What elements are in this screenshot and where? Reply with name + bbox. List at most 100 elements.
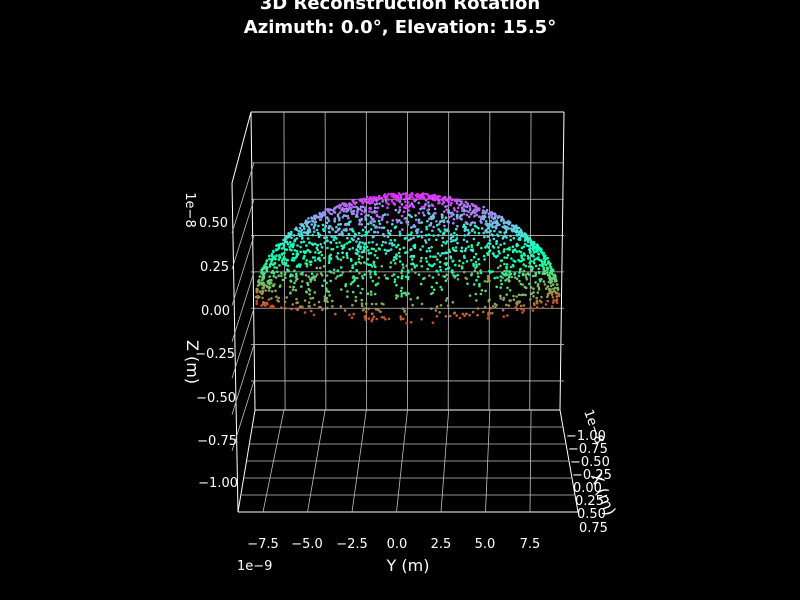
data-point	[411, 303, 415, 307]
data-point	[460, 246, 464, 250]
data-point	[354, 299, 358, 303]
data-point	[437, 202, 440, 205]
data-point	[432, 234, 435, 237]
data-point	[379, 310, 382, 314]
data-point	[458, 216, 462, 220]
left-pane-grid-line	[231, 308, 255, 379]
data-point	[406, 223, 410, 226]
data-point	[315, 228, 319, 232]
data-point	[520, 230, 523, 234]
data-point	[421, 211, 425, 214]
data-point	[357, 257, 361, 261]
data-point	[322, 211, 325, 214]
data-point	[295, 252, 299, 256]
data-point	[456, 241, 459, 245]
x-tick-label: 0.00	[573, 481, 602, 496]
data-point	[479, 292, 483, 296]
data-point	[377, 276, 381, 280]
data-point	[299, 245, 302, 249]
data-point	[285, 235, 288, 238]
data-point	[392, 201, 395, 205]
data-point	[387, 203, 390, 206]
data-point	[372, 235, 375, 238]
data-point	[256, 288, 259, 291]
data-point	[309, 297, 313, 300]
data-point	[432, 212, 436, 215]
data-point	[328, 294, 331, 297]
data-point	[537, 270, 541, 274]
data-point	[291, 252, 295, 256]
data-point	[410, 215, 413, 219]
data-point	[480, 221, 483, 224]
data-point	[517, 238, 520, 241]
data-point	[328, 259, 331, 262]
data-point	[331, 227, 334, 230]
data-point	[420, 256, 423, 260]
data-point	[508, 270, 512, 273]
data-point	[421, 205, 424, 209]
data-point	[468, 205, 472, 208]
data-point	[275, 266, 279, 270]
data-point	[332, 271, 336, 275]
data-point	[359, 261, 363, 265]
data-point	[373, 206, 377, 210]
data-point	[522, 304, 526, 307]
data-point	[543, 272, 546, 276]
data-point	[524, 233, 528, 236]
data-point	[369, 270, 372, 274]
data-point	[439, 268, 443, 272]
data-point	[389, 239, 393, 242]
data-point	[550, 305, 554, 308]
data-point	[425, 227, 429, 231]
data-point	[304, 262, 308, 265]
data-point	[435, 305, 439, 308]
data-point	[308, 305, 311, 308]
data-point	[483, 235, 486, 239]
data-point	[412, 198, 416, 201]
data-point	[424, 234, 428, 237]
data-point	[514, 230, 518, 234]
data-point	[428, 274, 431, 277]
data-point	[506, 286, 509, 290]
data-point	[378, 226, 381, 229]
data-point	[358, 199, 362, 202]
data-point	[445, 229, 448, 232]
data-point	[400, 269, 404, 272]
data-point	[300, 233, 304, 237]
data-point	[499, 279, 503, 282]
data-point	[555, 295, 559, 298]
data-point	[319, 306, 323, 309]
data-point	[452, 217, 456, 221]
data-point	[336, 275, 339, 278]
data-point	[475, 213, 478, 217]
data-point	[350, 259, 353, 263]
left-pane-grid-line	[231, 344, 255, 415]
data-point	[431, 264, 435, 268]
data-point	[332, 268, 336, 272]
data-point	[346, 236, 349, 240]
data-point	[354, 276, 357, 280]
data-point	[544, 303, 548, 306]
data-point	[311, 219, 315, 223]
data-point	[486, 317, 490, 320]
data-point	[522, 263, 525, 266]
data-point	[396, 275, 400, 279]
data-point	[483, 211, 487, 214]
data-point	[522, 309, 526, 312]
data-point	[515, 295, 518, 298]
data-point	[417, 218, 421, 222]
data-point	[424, 198, 428, 201]
data-point	[303, 227, 306, 230]
data-point	[421, 196, 424, 200]
data-point	[273, 266, 276, 269]
data-point	[390, 193, 393, 196]
data-point	[475, 278, 478, 282]
data-point	[548, 271, 552, 275]
data-point	[394, 262, 397, 265]
data-point	[555, 301, 559, 304]
data-point	[363, 200, 367, 203]
data-point	[362, 245, 366, 249]
data-point	[278, 254, 281, 258]
data-point	[537, 252, 540, 255]
data-point	[274, 276, 278, 279]
